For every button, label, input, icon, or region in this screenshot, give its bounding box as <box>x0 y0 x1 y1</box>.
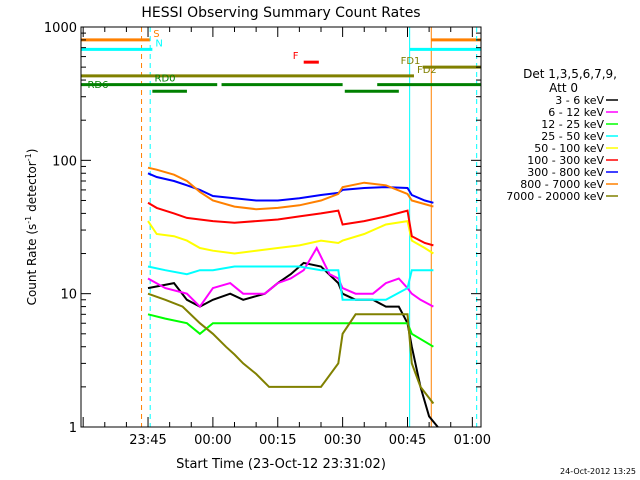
series-line <box>147 313 434 348</box>
legend-label: 12 - 25 keV <box>541 118 604 131</box>
legend-label: 100 - 300 keV <box>527 154 604 167</box>
series-line <box>147 166 434 211</box>
legend-label: 50 - 100 keV <box>534 142 604 155</box>
y-axis-label-sup1: -1 <box>24 216 33 224</box>
legend-label: 25 - 50 keV <box>541 130 604 143</box>
chart-title: HESSI Observing Summary Count Rates <box>141 5 420 21</box>
y-axis-label-end: ) <box>25 149 39 154</box>
timestamp: 24-Oct-2012 13:25 <box>560 467 636 476</box>
y-axis-label: Count Rate (s-1 detector-1) <box>24 149 39 306</box>
x-tick-label: 00:30 <box>324 433 361 448</box>
status-label-n: N <box>155 38 162 49</box>
x-axis-label: Start Time (23-Oct-12 23:31:02) <box>176 457 386 472</box>
series-line <box>147 219 434 255</box>
series-line <box>147 265 434 301</box>
status-label-fd1: FD1 <box>401 56 421 67</box>
status-label-s: S <box>153 29 159 40</box>
y-axis-label-mid: detector <box>25 161 39 216</box>
y-tick-label: 1000 <box>44 21 77 36</box>
x-tick-label: 23:45 <box>129 433 166 448</box>
series-line <box>147 172 434 204</box>
y-axis-label-sup2: -1 <box>24 153 33 161</box>
legend-label: 800 - 7000 keV <box>520 178 604 191</box>
legend-label: 7000 - 20000 keV <box>506 190 604 203</box>
y-tick-label: 100 <box>52 154 77 169</box>
status-label-rd6: RD6 <box>87 80 108 91</box>
status-label-fd2: FD2 <box>417 65 437 76</box>
x-tick-label: 01:00 <box>454 433 491 448</box>
x-tick-label: 00:45 <box>389 433 426 448</box>
legend-label: 6 - 12 keV <box>548 106 604 119</box>
status-label-f: F <box>293 51 299 62</box>
series-line <box>147 201 434 247</box>
legend-label: 3 - 6 keV <box>555 94 604 107</box>
status-label-rd0: RD0 <box>155 74 176 85</box>
y-tick-label: 10 <box>60 288 77 303</box>
y-tick-label: 1 <box>69 421 77 436</box>
legend-header-1: Det 1,3,5,6,7,9, <box>523 67 617 81</box>
series-line <box>147 292 435 405</box>
y-axis-label-main: Count Rate (s <box>25 224 39 306</box>
x-tick-label: 00:15 <box>259 433 296 448</box>
plot-frame <box>80 26 482 428</box>
legend-header-2: Att 0 <box>549 81 578 95</box>
series-line <box>147 245 434 309</box>
legend-label: 300 - 800 keV <box>527 166 604 179</box>
x-tick-label: 00:00 <box>194 433 231 448</box>
